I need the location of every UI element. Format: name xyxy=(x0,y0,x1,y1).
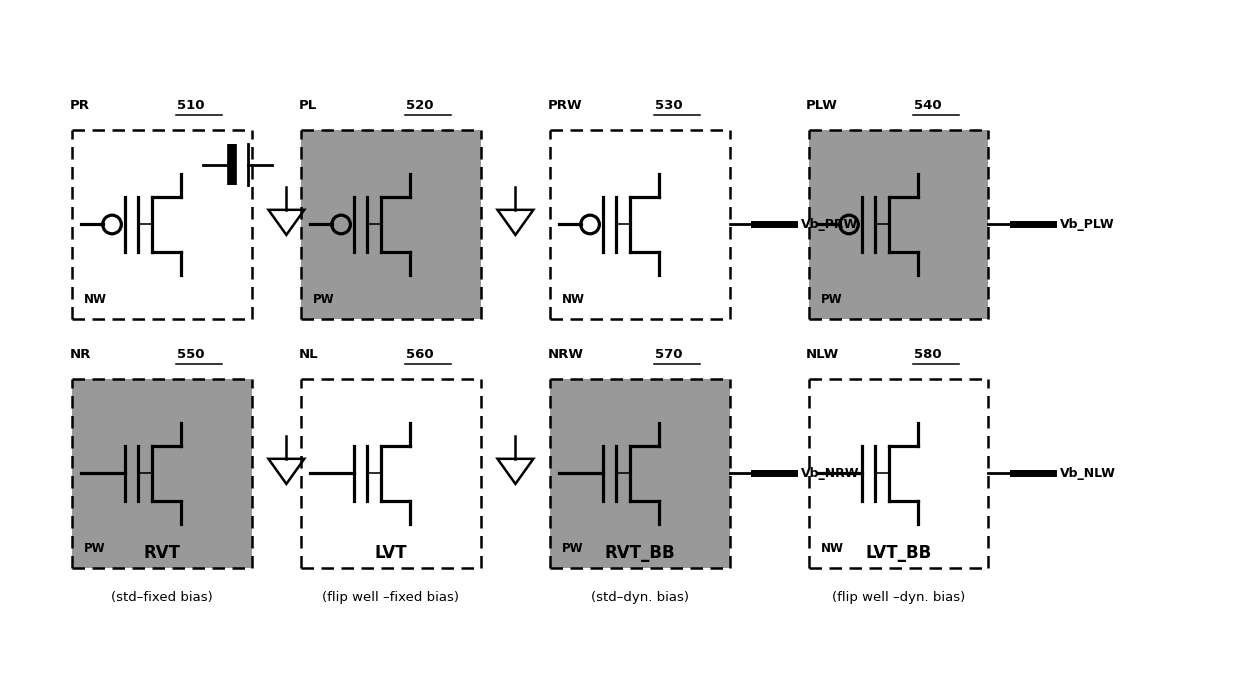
Text: PW: PW xyxy=(84,542,105,555)
Text: NW: NW xyxy=(562,293,585,306)
Text: PR: PR xyxy=(69,99,89,112)
Text: NW: NW xyxy=(821,542,844,555)
Text: NLW: NLW xyxy=(806,348,839,361)
Text: Vb_NRW: Vb_NRW xyxy=(801,467,859,480)
Text: PW: PW xyxy=(562,542,584,555)
Text: PLW: PLW xyxy=(806,99,838,112)
Text: 540: 540 xyxy=(914,99,941,112)
Bar xyxy=(551,379,729,568)
Text: NRW: NRW xyxy=(547,348,583,361)
Text: (flip well –fixed bias): (flip well –fixed bias) xyxy=(322,591,460,604)
Text: 560: 560 xyxy=(405,348,434,361)
Text: Vb_NLW: Vb_NLW xyxy=(1060,467,1116,480)
Text: Vb_PLW: Vb_PLW xyxy=(1060,218,1115,231)
Text: (std–fixed bias): (std–fixed bias) xyxy=(112,591,213,604)
Text: NW: NW xyxy=(84,293,107,306)
Text: NL: NL xyxy=(299,348,317,361)
Text: LVT: LVT xyxy=(374,544,407,562)
Text: Vb_PRW: Vb_PRW xyxy=(801,218,858,231)
Text: PW: PW xyxy=(314,293,335,306)
Text: LVT_BB: LVT_BB xyxy=(866,544,932,562)
Bar xyxy=(72,379,252,568)
Text: (std–dyn. bias): (std–dyn. bias) xyxy=(591,591,689,604)
Text: 550: 550 xyxy=(177,348,205,361)
Text: PW: PW xyxy=(821,293,843,306)
Text: (flip well –dyn. bias): (flip well –dyn. bias) xyxy=(832,591,966,604)
Text: 580: 580 xyxy=(914,348,941,361)
Text: PL: PL xyxy=(299,99,316,112)
Text: 530: 530 xyxy=(655,99,682,112)
Text: 570: 570 xyxy=(655,348,682,361)
Text: PRW: PRW xyxy=(547,99,582,112)
Bar xyxy=(301,130,481,319)
Text: RVT: RVT xyxy=(144,544,180,562)
Text: NR: NR xyxy=(69,348,91,361)
Bar xyxy=(810,130,988,319)
Text: RVT_BB: RVT_BB xyxy=(605,544,676,562)
Text: 510: 510 xyxy=(177,99,205,112)
Text: 520: 520 xyxy=(405,99,433,112)
